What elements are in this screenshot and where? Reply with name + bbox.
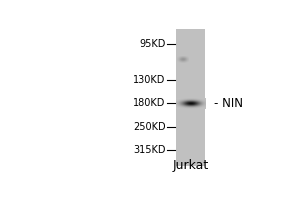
- Text: 250KD: 250KD: [133, 122, 165, 132]
- Bar: [176, 29, 205, 166]
- Text: 315KD: 315KD: [133, 145, 165, 155]
- Text: 180KD: 180KD: [133, 98, 165, 108]
- Text: Jurkat: Jurkat: [172, 159, 208, 172]
- Text: - NIN: - NIN: [214, 97, 243, 110]
- Text: 95KD: 95KD: [139, 39, 165, 49]
- Text: 130KD: 130KD: [133, 75, 165, 85]
